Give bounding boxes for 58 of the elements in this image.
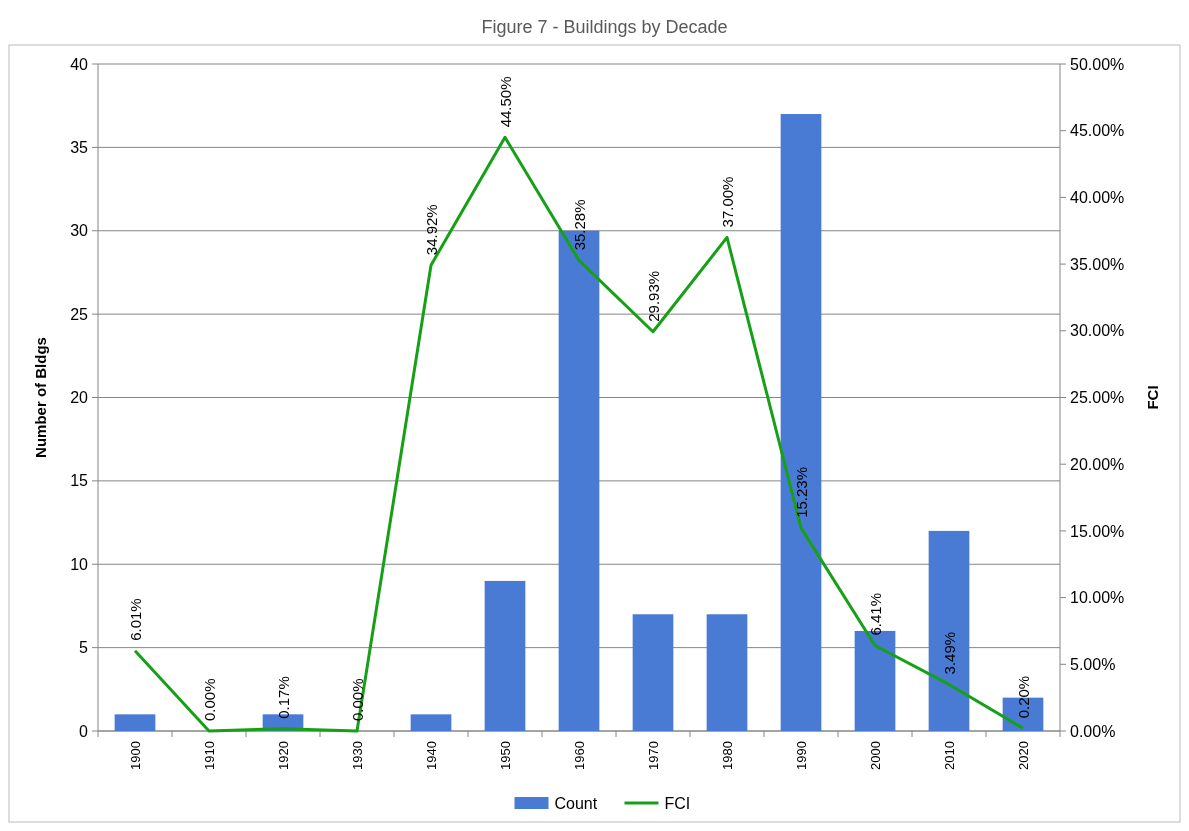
y2-tick-label: 0.00% [1070, 722, 1116, 740]
data-label: 34.92% [423, 204, 440, 256]
data-label: 6.01% [127, 598, 144, 641]
y2-tick-label: 40.00% [1070, 189, 1125, 206]
x-tick-label: 1900 [127, 741, 143, 770]
chart-title: Figure 7 - Buildings by Decade [481, 17, 728, 37]
y-tick-label: 25 [70, 305, 89, 323]
y-tick-label: 15 [70, 472, 89, 490]
y-axis-title: Number of Bldgs [32, 337, 49, 458]
y2-tick-label: 15.00% [1070, 522, 1125, 540]
y-tick-label: 30 [70, 222, 89, 240]
x-tick-label: 2020 [1015, 741, 1031, 770]
legend-label: Count [554, 794, 598, 812]
y2-tick-label: 35.00% [1070, 255, 1125, 273]
bar [780, 114, 822, 731]
x-tick-label: 1930 [349, 741, 365, 770]
data-label: 44.50% [497, 76, 514, 128]
y-tick-label: 35 [70, 138, 89, 156]
y2-tick-label: 50.00% [1070, 55, 1125, 73]
data-label: 15.23% [793, 466, 810, 518]
y2-tick-label: 45.00% [1070, 122, 1125, 140]
y2-tick-label: 5.00% [1070, 655, 1116, 673]
x-tick-label: 1960 [571, 741, 587, 770]
data-label: 29.93% [645, 270, 662, 322]
data-label: 3.49% [941, 631, 958, 675]
data-label: 0.20% [1015, 675, 1032, 719]
y-tick-label: 10 [70, 555, 89, 573]
y-tick-label: 20 [70, 389, 89, 407]
bar [632, 614, 674, 731]
x-tick-label: 1940 [423, 741, 439, 770]
y2-tick-label: 10.00% [1070, 589, 1125, 607]
x-tick-label: 1990 [793, 741, 809, 770]
data-label: 37.00% [719, 176, 736, 228]
bar [114, 714, 156, 731]
y-tick-label: 5 [79, 639, 89, 657]
data-label: 0.00% [201, 678, 218, 721]
x-tick-label: 1910 [201, 741, 217, 770]
bar [706, 614, 748, 731]
x-tick-label: 1920 [275, 741, 291, 770]
legend-label: FCI [664, 794, 691, 812]
bar [484, 580, 526, 731]
x-tick-label: 1980 [719, 741, 735, 770]
y2-tick-label: 20.00% [1070, 455, 1125, 473]
x-tick-label: 2010 [941, 741, 957, 770]
x-tick-label: 2000 [867, 741, 883, 770]
y-tick-label: 40 [70, 55, 89, 73]
bar [410, 714, 452, 731]
y-tick-label: 0 [79, 722, 89, 740]
y2-axis-title: FCI [1144, 385, 1161, 410]
data-label: 6.41% [867, 592, 884, 636]
y2-tick-label: 30.00% [1070, 322, 1125, 340]
y2-tick-label: 25.00% [1070, 389, 1125, 407]
bar [928, 530, 970, 731]
x-tick-label: 1970 [645, 741, 661, 770]
data-label: 0.00% [349, 678, 366, 721]
data-label: 0.17% [275, 676, 292, 719]
x-tick-label: 1950 [497, 741, 513, 770]
data-label: 35.28% [571, 199, 588, 251]
